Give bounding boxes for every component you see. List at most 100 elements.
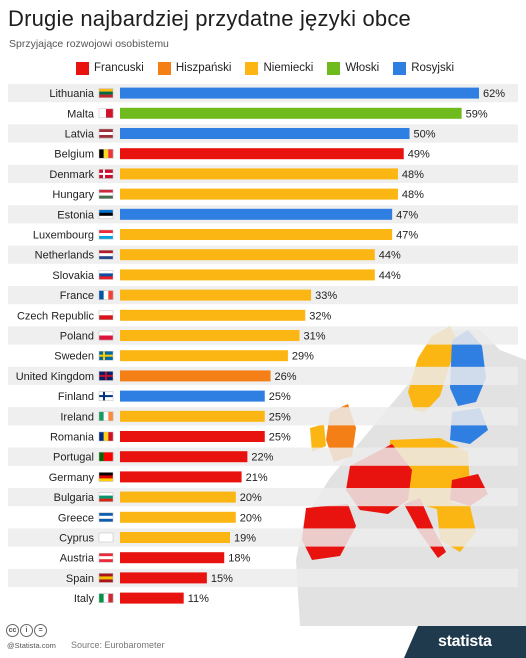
bar	[120, 451, 248, 463]
bar	[120, 572, 207, 584]
bars-group: Lithuania 62% Malta 59% Latvia 50% Belgium 49% D…	[8, 84, 518, 605]
flag-stripe	[99, 233, 113, 237]
flag-icon	[98, 573, 114, 583]
flag-stripe	[99, 492, 113, 496]
value-label: 47%	[396, 209, 418, 221]
flag-stripe	[99, 212, 113, 216]
flag-stripe	[99, 129, 113, 133]
legend-label: Francuski	[94, 62, 144, 74]
legend-item-spanish: Hiszpański	[157, 61, 232, 75]
map-ireland	[310, 424, 326, 452]
flag-border	[98, 593, 114, 603]
flag-border	[98, 573, 114, 583]
flag-stripe	[99, 351, 113, 356]
flag-icon	[98, 532, 114, 543]
flag-icon	[98, 350, 114, 361]
value-label: 44%	[379, 250, 401, 262]
legend-swatch	[76, 61, 89, 75]
bar	[120, 168, 398, 180]
flag-icon	[98, 148, 114, 159]
legend-label: Hiszpański	[175, 62, 232, 74]
flag-stripe	[99, 276, 113, 280]
bar	[120, 390, 265, 402]
flag-stripe	[99, 331, 113, 336]
legend-item-russian: Rosyjski	[393, 61, 454, 75]
no-derivatives-icon: =	[34, 624, 47, 637]
statista-logo[interactable]: statista	[438, 633, 492, 650]
flag-icon	[98, 411, 114, 422]
bar	[120, 511, 236, 523]
value-label: 25%	[269, 391, 291, 403]
category-label: Greece	[58, 512, 94, 524]
flag-stripe	[99, 478, 113, 482]
flag-stripe	[103, 432, 109, 441]
flag-stripe	[99, 475, 113, 479]
flag-stripe	[99, 230, 113, 234]
flag-stripe	[99, 559, 113, 563]
source-link[interactable]: Source: Eurobarometer	[71, 640, 165, 650]
bar	[120, 592, 184, 604]
category-label: France	[60, 290, 94, 302]
flag-icon	[98, 330, 114, 341]
value-label: 11%	[188, 593, 209, 605]
flag-border	[98, 169, 114, 179]
flag-stripe	[99, 573, 113, 577]
flag-stripe	[108, 149, 114, 159]
flag-stripe	[108, 411, 114, 421]
category-label: Germany	[49, 472, 95, 484]
flag-icon	[98, 431, 114, 442]
flag-border	[98, 411, 114, 422]
legend-swatch	[157, 61, 171, 75]
flag-stripe	[103, 149, 109, 159]
statista-logo-background	[404, 626, 526, 658]
category-label: Ireland	[60, 411, 94, 423]
flag-border	[98, 249, 114, 260]
category-label: United Kingdom	[16, 371, 94, 383]
flag-stripe	[108, 593, 114, 603]
flag-border	[98, 350, 114, 361]
chart-title: Drugie najbardziej przydatne języki obce	[8, 6, 411, 31]
flag-stripe	[99, 273, 113, 277]
category-label: Latvia	[65, 129, 95, 141]
flag-stripe	[99, 250, 113, 254]
flag-icon	[98, 371, 114, 381]
value-label: 31%	[304, 331, 326, 343]
flag-stripe	[99, 335, 113, 341]
value-label: 32%	[309, 310, 331, 322]
category-label: Cyprus	[59, 533, 94, 545]
flag-stripe	[99, 91, 113, 95]
flag-icon	[98, 512, 114, 523]
category-label: Malta	[67, 108, 95, 120]
flag-stripe	[108, 290, 114, 300]
cc-icon: cc	[6, 624, 19, 637]
license-icons: cc i =	[6, 624, 48, 637]
attribution-icon: i	[20, 624, 33, 637]
value-label: 47%	[396, 230, 418, 242]
value-label: 19%	[234, 533, 256, 545]
flag-stripe	[99, 209, 113, 213]
flag-border	[98, 391, 114, 401]
legend-swatch	[393, 61, 407, 75]
bar	[120, 431, 265, 442]
flag-icon	[98, 88, 114, 98]
flag-icon	[98, 209, 114, 220]
value-label: 48%	[402, 169, 424, 181]
flag-stripe	[103, 411, 109, 421]
legend-swatch	[327, 61, 341, 75]
bar	[120, 330, 300, 341]
legend-label: Rosyjski	[411, 62, 454, 74]
flag-stripe	[99, 556, 113, 560]
flag-border	[98, 189, 114, 199]
bar	[120, 410, 265, 422]
flag-stripe	[99, 253, 113, 257]
flag-border	[98, 128, 114, 139]
category-label: Spain	[66, 573, 94, 585]
flag-stripe	[99, 518, 113, 522]
flag-icon	[98, 169, 114, 179]
flag-stripe	[99, 495, 113, 499]
bar	[120, 309, 306, 321]
flag-stripe	[99, 149, 104, 159]
category-label: Portugal	[53, 452, 94, 464]
flag-cross	[99, 374, 113, 377]
flag-stripe	[99, 498, 113, 502]
